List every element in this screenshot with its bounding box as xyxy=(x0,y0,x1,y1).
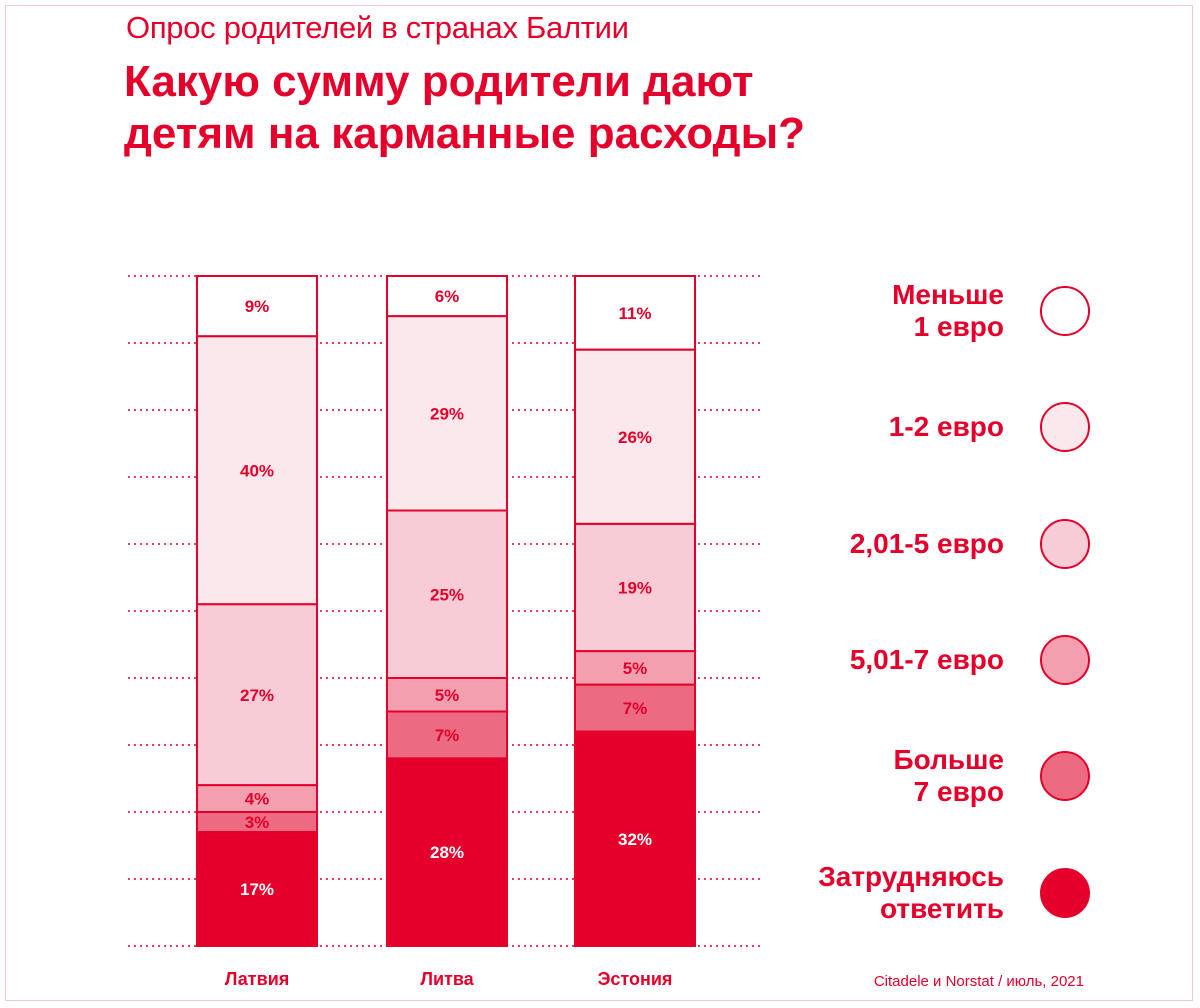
bar-segment xyxy=(386,275,508,318)
bar-value-label: 5% xyxy=(435,686,460,705)
legend-label-line: 7 евро xyxy=(913,776,1004,807)
bar-segment xyxy=(386,677,508,713)
legend-label: Меньше 1 евро xyxy=(892,279,1004,343)
legend-label: Больше 7 евро xyxy=(894,744,1004,808)
bar-segment xyxy=(574,730,696,947)
legend-swatch-icon xyxy=(1040,751,1090,801)
legend-swatch-icon xyxy=(1040,635,1090,685)
legend-label: Затрудняюсь ответить xyxy=(818,861,1004,925)
bar-value-label: 19% xyxy=(618,579,652,598)
bar-value-label: 29% xyxy=(430,404,464,423)
bar-segment xyxy=(196,831,318,947)
title-line-1: Какую сумму родители дают xyxy=(124,57,754,106)
legend-item-hard-to-say: Затрудняюсь ответить xyxy=(760,861,1090,925)
bar-value-label: 28% xyxy=(430,843,464,862)
legend-swatch-icon xyxy=(1040,402,1090,452)
bar-segment xyxy=(196,603,318,787)
legend-label-line: 1 евро xyxy=(913,311,1004,342)
bar-segment xyxy=(196,275,318,338)
legend-label-line: 2,01-5 евро xyxy=(849,528,1004,559)
legend-label: 1-2 евро xyxy=(889,411,1004,443)
bar-value-label: 11% xyxy=(618,304,651,323)
bar-segment xyxy=(574,650,696,686)
bar-value-label: 25% xyxy=(430,585,464,604)
bar-value-label: 6% xyxy=(435,287,460,306)
bar-segment xyxy=(196,335,318,606)
legend-label-line: 1-2 евро xyxy=(888,411,1004,442)
legend-item-1-2: 1-2 евро xyxy=(760,397,1090,457)
bar-value-label: 17% xyxy=(240,880,274,899)
x-tick-label: Латвия xyxy=(225,969,290,989)
x-tick-label: Литва xyxy=(420,969,474,989)
legend-swatch-icon xyxy=(1040,519,1090,569)
bar-segment xyxy=(574,348,696,525)
legend-label-line: ответить xyxy=(879,893,1004,924)
bar-value-label: 4% xyxy=(245,790,270,809)
legend-item-5-7: 5,01-7 евро xyxy=(760,630,1090,690)
legend-item-less-1: Меньше 1 евро xyxy=(760,279,1090,343)
bar-value-label: 9% xyxy=(245,297,270,316)
bar-value-label: 5% xyxy=(623,659,648,678)
bar-segment xyxy=(574,683,696,733)
bar-value-label: 7% xyxy=(435,726,460,745)
bar-value-label: 32% xyxy=(618,830,652,849)
chart-subtitle: Опрос родителей в странах Балтии xyxy=(126,10,629,45)
legend-swatch-icon xyxy=(1040,868,1090,918)
legend-label-line: Меньше xyxy=(892,279,1004,310)
legend-swatch-icon xyxy=(1040,286,1090,336)
chart-frame xyxy=(5,5,1193,1001)
bar-segment xyxy=(386,710,508,760)
bar-segment xyxy=(574,275,696,351)
bar-segment xyxy=(196,784,318,814)
legend-label: 2,01-5 евро xyxy=(850,528,1004,560)
legend-label-line: Затрудняюсь xyxy=(818,861,1004,892)
bar-value-label: 40% xyxy=(240,461,274,480)
bar-value-label: 27% xyxy=(240,686,274,705)
legend-label: 5,01-7 евро xyxy=(850,644,1004,676)
legend-label-line: Больше xyxy=(893,744,1004,775)
title-line-2: детям на карманные расходы? xyxy=(124,109,806,158)
bar-value-label: 7% xyxy=(623,699,648,718)
chart-title: Какую сумму родители дают детям на карма… xyxy=(124,56,1024,160)
bar-value-label: 26% xyxy=(618,428,652,447)
legend-item-more-7: Больше 7 евро xyxy=(760,744,1090,808)
bar-segment xyxy=(386,315,508,512)
legend-label-line: 5,01-7 евро xyxy=(849,644,1004,675)
bar-segment xyxy=(386,757,508,948)
x-tick-label: Эстония xyxy=(598,969,673,989)
legend-item-2-5: 2,01-5 евро xyxy=(760,514,1090,574)
bar-value-label: 3% xyxy=(245,813,270,832)
bar-segment xyxy=(574,522,696,653)
bar-segment xyxy=(386,509,508,679)
source-note: Citadele и Norstat / июль, 2021 xyxy=(873,973,1084,990)
